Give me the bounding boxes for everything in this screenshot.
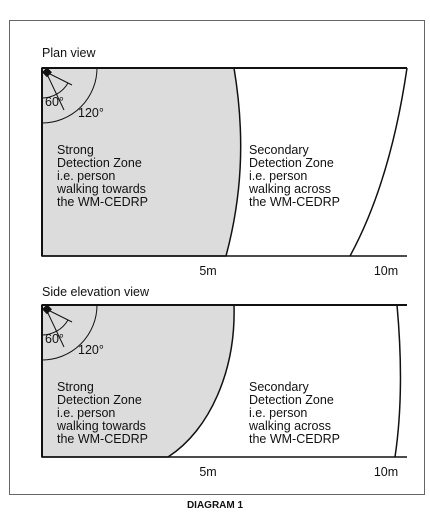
angle-outer: 120°: [78, 106, 104, 120]
secondary-zone-text: Secondary: [249, 143, 310, 157]
secondary-boundary: [349, 67, 408, 257]
distance: 10m: [374, 465, 398, 479]
secondary-boundary: [394, 304, 402, 458]
frame: [9, 20, 425, 495]
strong-zone-text: i.e. person: [57, 169, 115, 183]
secondary-zone-text: Detection Zone: [249, 156, 334, 170]
inner-arc: [41, 319, 69, 336]
angle-inner: 60°: [45, 95, 64, 109]
secondary-zone-text: Secondary: [249, 380, 310, 394]
angle-outer: 120°: [78, 343, 104, 357]
strong-zone-text: Strong: [57, 143, 94, 157]
ray: [45, 308, 65, 348]
caption: DIAGRAM 1: [187, 500, 244, 511]
angle-inner: 60°: [45, 332, 64, 346]
distance: 5m: [199, 465, 216, 479]
strong-zone-text: walking towards: [56, 419, 146, 433]
strong-zone-text: the WM-CEDRP: [57, 195, 148, 209]
inner-arc: [41, 82, 69, 99]
sensor: [42, 304, 52, 315]
strong-zone-text: Detection Zone: [57, 156, 142, 170]
ray: [45, 308, 73, 323]
strong-zone: [41, 67, 242, 257]
secondary-zone-text: Detection Zone: [249, 393, 334, 407]
strong-zone: [41, 304, 235, 458]
outer-arc: [41, 67, 98, 124]
ray: [45, 71, 73, 86]
secondary-zone-text: walking across: [248, 419, 331, 433]
secondary-zone-text: i.e. person: [249, 406, 307, 420]
strong-zone-text: walking towards: [56, 182, 146, 196]
outer-arc: [41, 304, 98, 361]
sensor: [42, 67, 52, 78]
view-title: Side elevation view: [42, 285, 150, 299]
distance: 5m: [199, 264, 216, 278]
secondary-zone-text: i.e. person: [249, 169, 307, 183]
strong-zone-text: Strong: [57, 380, 94, 394]
view-title: Plan view: [42, 46, 96, 60]
ray: [45, 71, 65, 111]
secondary-zone-text: the WM-CEDRP: [249, 432, 340, 446]
secondary-zone-text: the WM-CEDRP: [249, 195, 340, 209]
secondary-zone-text: walking across: [248, 182, 331, 196]
strong-zone-text: Detection Zone: [57, 393, 142, 407]
distance: 10m: [374, 264, 398, 278]
strong-zone-text: the WM-CEDRP: [57, 432, 148, 446]
strong-zone-text: i.e. person: [57, 406, 115, 420]
